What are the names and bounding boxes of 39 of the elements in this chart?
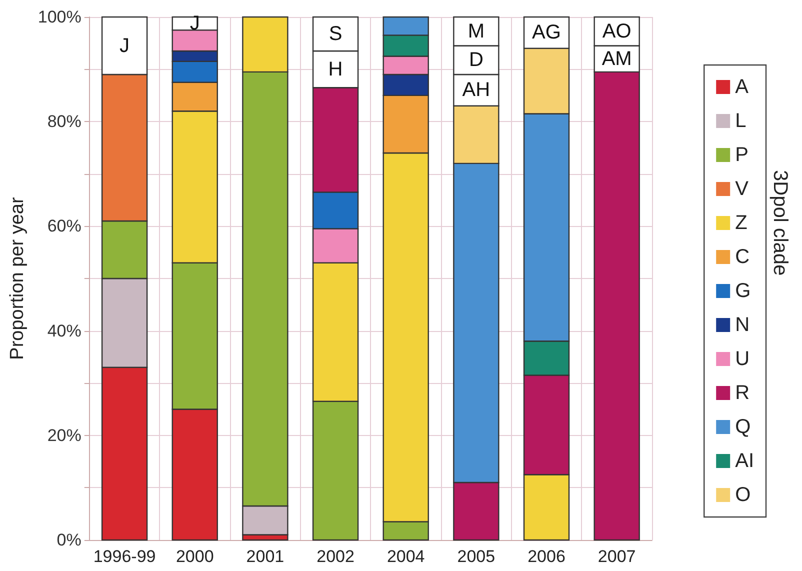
x-tick-label: 2000 bbox=[176, 547, 214, 566]
data-label: D bbox=[468, 49, 484, 72]
x-tick-label: 2006 bbox=[528, 547, 566, 566]
legend-label: U bbox=[735, 348, 750, 370]
x-tick-label: 2007 bbox=[598, 547, 636, 566]
legend-label: G bbox=[735, 280, 751, 302]
legend-label: P bbox=[735, 144, 748, 166]
legend-label: A bbox=[735, 76, 750, 98]
legend-title: 3Dpol clade bbox=[769, 170, 791, 276]
legend-label: AI bbox=[735, 450, 754, 472]
legend-label: R bbox=[735, 382, 750, 404]
data-label: S bbox=[328, 23, 342, 45]
legend-label: Q bbox=[735, 416, 751, 438]
data-label: AH bbox=[462, 79, 490, 102]
data-label: J bbox=[190, 12, 200, 35]
data-label: AG bbox=[532, 22, 561, 44]
x-tick-label: 2002 bbox=[316, 547, 354, 566]
y-tick-label: 80% bbox=[47, 112, 82, 132]
x-tick-label: 2005 bbox=[457, 547, 496, 566]
x-tick-label: 2004 bbox=[386, 547, 425, 566]
y-tick-label: 100% bbox=[38, 8, 82, 26]
data-label: J bbox=[120, 34, 130, 57]
y-tick-label: 60% bbox=[47, 216, 82, 236]
legend-label: N bbox=[735, 314, 750, 336]
legend-label: C bbox=[735, 246, 750, 268]
legend-label: L bbox=[735, 110, 746, 132]
data-label: H bbox=[328, 58, 343, 80]
x-tick-label: 1996-99 bbox=[93, 547, 156, 566]
legend-label: Z bbox=[735, 212, 748, 234]
y-tick-label: 20% bbox=[47, 426, 82, 445]
x-tick-label: 2001 bbox=[246, 547, 284, 566]
y-tick-label: 0% bbox=[56, 530, 82, 550]
data-label: AM bbox=[602, 48, 632, 70]
data-label: AO bbox=[602, 20, 632, 42]
y-axis-title: Proportion per year bbox=[7, 196, 28, 360]
legend-label: O bbox=[735, 484, 751, 506]
y-tick-label: 40% bbox=[47, 321, 82, 340]
legend-label: V bbox=[735, 178, 750, 200]
data-label: M bbox=[468, 20, 485, 42]
